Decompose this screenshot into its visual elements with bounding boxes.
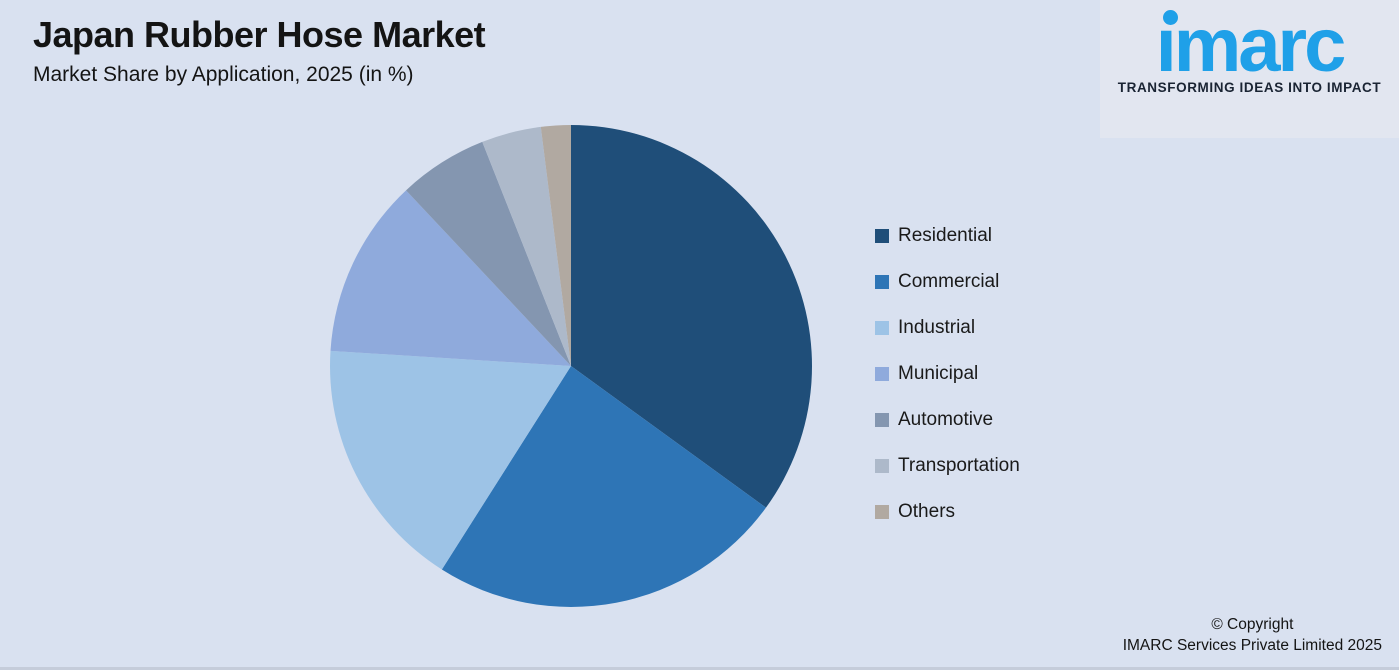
legend-swatch-municipal (875, 367, 889, 381)
chart-legend: Residential Commercial Industrial Municipal… (875, 213, 1020, 535)
pie-slice-others (540, 125, 571, 366)
legend-label: Residential (898, 225, 992, 246)
pie-slice-residential (571, 125, 812, 508)
legend-label: Transportation (898, 455, 1020, 476)
legend-swatch-others (875, 505, 889, 519)
legend-swatch-industrial (875, 321, 889, 335)
legend-item-automotive: Automotive (875, 397, 1020, 443)
legend-swatch-commercial (875, 275, 889, 289)
legend-label: Others (898, 501, 956, 522)
pie-slice-automotive (406, 141, 571, 366)
pie-slice-commercial (441, 366, 766, 607)
legend-label: Commercial (898, 271, 1000, 292)
copyright-line1: © Copyright (1211, 616, 1294, 633)
legend-item-transportation: Transportation (875, 443, 1020, 489)
copyright-line2: IMARC Services Private Limited 2025 (1122, 637, 1382, 654)
imarc-logo-text: ımarc (1155, 3, 1347, 88)
legend-item-industrial: Industrial (875, 305, 1020, 351)
page-subtitle: Market Share by Application, 2025 (in %) (33, 63, 414, 86)
page-title: Japan Rubber Hose Market (33, 14, 486, 55)
pie-chart (330, 125, 812, 607)
copyright-notice: © Copyright IMARC Services Private Limit… (1123, 614, 1382, 656)
legend-swatch-transportation (875, 459, 889, 473)
pie-slice-transportation (482, 126, 571, 367)
legend-item-others: Others (875, 489, 1020, 535)
legend-item-municipal: Municipal (875, 351, 1020, 397)
legend-label: Automotive (898, 409, 994, 430)
legend-item-residential: Residential (875, 213, 1020, 259)
imarc-logo-i-dot (1162, 10, 1178, 25)
imarc-logo: ımarc TRANSFORMING IDEAS INTO IMPACT (1100, 0, 1399, 138)
legend-label: Municipal (898, 363, 979, 384)
legend-label: Industrial (898, 317, 976, 338)
imarc-logo-tagline: TRANSFORMING IDEAS INTO IMPACT (1117, 80, 1382, 95)
pie-slice-industrial (330, 350, 571, 570)
legend-item-commercial: Commercial (875, 259, 1020, 305)
bottom-edge-strip (0, 667, 1399, 670)
pie-slice-municipal (330, 190, 571, 366)
legend-swatch-automotive (875, 413, 889, 427)
header: Japan Rubber Hose Market Market Share by… (33, 12, 486, 87)
legend-swatch-residential (875, 229, 889, 243)
